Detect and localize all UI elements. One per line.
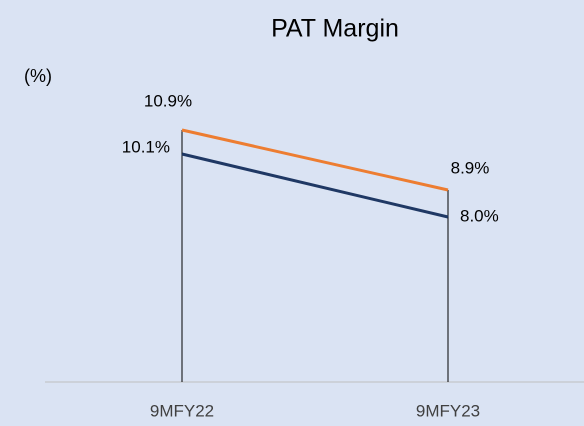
series-line xyxy=(181,128,449,192)
data-label: 10.1% xyxy=(122,137,170,156)
data-label: 8.9% xyxy=(451,158,490,177)
data-label: 10.9% xyxy=(144,91,192,110)
series-line xyxy=(181,152,449,219)
data-label: 8.0% xyxy=(460,206,499,225)
y-axis-label: (%) xyxy=(24,66,52,86)
x-tick-label: 9MFY23 xyxy=(416,401,480,420)
chart-title: PAT Margin xyxy=(271,15,399,43)
x-tick-label: 9MFY22 xyxy=(150,401,214,420)
